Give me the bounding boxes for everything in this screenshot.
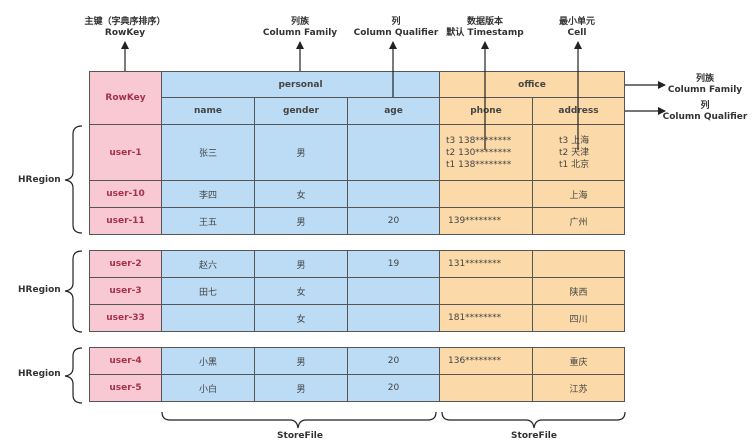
age-cell: 19 <box>347 250 440 278</box>
qualifier-annotation-en: Column Qualifier <box>353 28 439 38</box>
storefile-brace-office <box>441 411 626 429</box>
gender-cell: 男 <box>254 347 348 375</box>
office-family-header: office <box>439 71 625 98</box>
version-annotation-cn: 数据版本 <box>466 17 503 27</box>
storefile-brace-personal <box>161 411 437 429</box>
gender-cell: 女 <box>254 304 348 332</box>
phone-cell: 136******** <box>439 347 533 375</box>
right-qualifier-annotation: 列 Column Qualifier <box>645 101 755 123</box>
right-family-annotation-cn: 列族 <box>695 74 714 84</box>
name-cell: 李四 <box>161 180 255 208</box>
name-column-header: name <box>161 97 255 125</box>
storefile-label-office: StoreFile <box>511 431 557 441</box>
rowkey-cell: user-5 <box>89 374 162 402</box>
gender-cell: 男 <box>254 250 348 278</box>
qualifier-annotation: 列 Column Qualifier <box>326 17 466 39</box>
age-column-header: age <box>347 97 440 125</box>
age-cell <box>347 304 440 332</box>
name-cell <box>161 304 255 332</box>
phone-cell <box>439 180 533 208</box>
rowkey-annotation: 主键（字典序排序） RowKey <box>55 17 195 39</box>
gender-column-header: gender <box>254 97 348 125</box>
rowkey-cell: user-11 <box>89 207 162 235</box>
phone-version-t2: t2 130******** <box>446 147 512 158</box>
phone-cell <box>439 374 533 402</box>
rowkey-cell: user-2 <box>89 250 162 278</box>
age-cell <box>347 277 440 305</box>
phone-version-t1: t1 138******** <box>446 159 512 170</box>
qualifier-annotation-cn: 列 <box>391 17 401 27</box>
cell-annotation-cn: 最小单元 <box>558 17 595 27</box>
address-cell: 江苏 <box>532 374 625 402</box>
rowkey-cell: user-4 <box>89 347 162 375</box>
rowkey-cell: user-3 <box>89 277 162 305</box>
cell-annotation-en: Cell <box>567 28 587 38</box>
name-cell: 小白 <box>161 374 255 402</box>
phone-cell: 181******** <box>439 304 533 332</box>
address-cell <box>532 250 625 278</box>
family-annotation-cn: 列族 <box>290 17 309 27</box>
hregion-brace-1 <box>64 125 83 234</box>
rowkey-annotation-cn: 主键（字典序排序） <box>84 17 166 27</box>
name-cell: 王五 <box>161 207 255 235</box>
gender-cell: 男 <box>254 207 348 235</box>
version-annotation: 数据版本 默认 Timestamp <box>415 17 555 39</box>
address-cell: 广州 <box>532 207 625 235</box>
address-cell: 四川 <box>532 304 625 332</box>
gender-cell: 男 <box>254 374 348 402</box>
phone-cell: 139******** <box>439 207 533 235</box>
address-version-t1: t1 北京 <box>559 159 590 170</box>
hregion-label-2: HRegion <box>18 285 61 295</box>
storefile-label-personal: StoreFile <box>277 431 323 441</box>
hregion-label-3: HRegion <box>18 369 61 379</box>
cell-annotation: 最小单元 Cell <box>507 17 647 39</box>
hregion-label-1: HRegion <box>18 175 61 185</box>
rowkey-cell: user-33 <box>89 304 162 332</box>
phone-version-t3: t3 138******** <box>446 135 512 146</box>
family-annotation: 列族 Column Family <box>230 17 370 39</box>
age-cell: 20 <box>347 207 440 235</box>
age-cell <box>347 124 440 181</box>
address-version-t2: t2 天津 <box>559 147 590 158</box>
right-family-annotation-en: Column Family <box>667 85 743 95</box>
right-qualifier-annotation-cn: 列 <box>700 101 710 111</box>
rowkey-annotation-en: RowKey <box>104 28 146 38</box>
right-family-annotation: 列族 Column Family <box>645 74 755 96</box>
age-cell: 20 <box>347 374 440 402</box>
gender-cell: 男 <box>254 124 348 181</box>
right-qualifier-annotation-en: Column Qualifier <box>662 112 748 122</box>
version-annotation-en: 默认 Timestamp <box>446 28 524 38</box>
hregion-brace-3 <box>64 347 83 404</box>
age-cell: 20 <box>347 347 440 375</box>
family-annotation-en: Column Family <box>262 28 338 38</box>
address-version-t3: t3 上海 <box>559 135 590 146</box>
hregion-brace-2 <box>64 250 83 333</box>
